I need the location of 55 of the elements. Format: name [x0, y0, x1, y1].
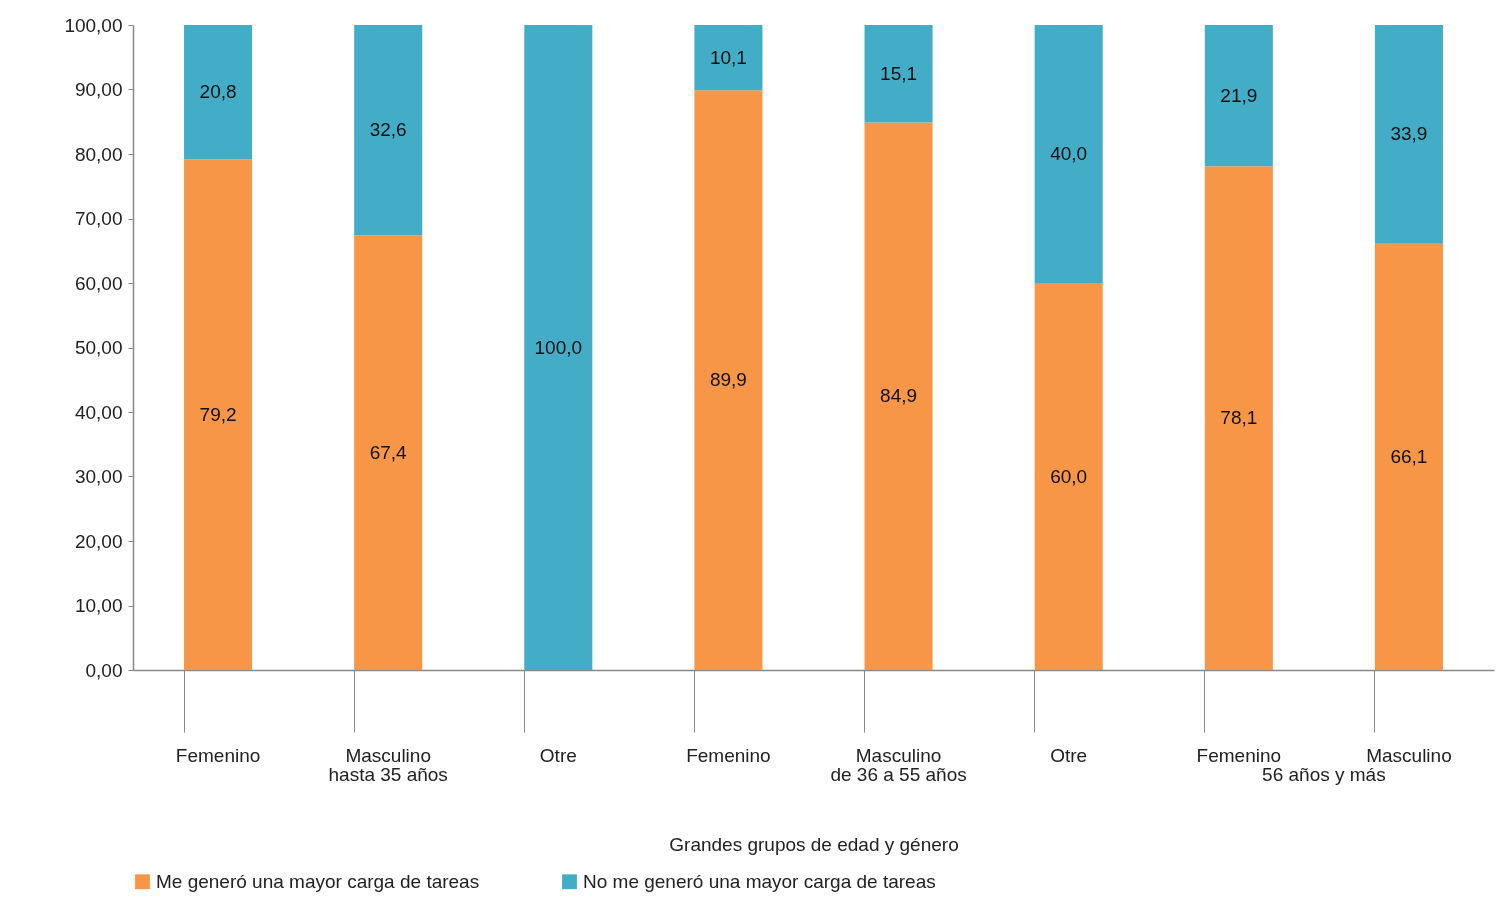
data-label: 40,0 — [1050, 143, 1088, 164]
bar — [184, 159, 253, 670]
bar — [1034, 25, 1103, 283]
y-tick-label: 10,00 — [74, 595, 123, 616]
bar — [1374, 25, 1443, 244]
x-tick-label: Femenino — [175, 744, 261, 766]
y-tick-label: 20,00 — [74, 530, 123, 552]
bar — [864, 122, 933, 670]
data-label: 10,1 — [709, 46, 747, 68]
bar — [354, 25, 423, 236]
bar — [694, 90, 763, 670]
legend-label: No me generó una mayor carga de tareas — [583, 870, 936, 892]
bar — [354, 235, 423, 670]
data-label: 100,0 — [534, 336, 583, 358]
data-label: 89,9 — [709, 369, 747, 391]
legend-label: Me generó una mayor carga de tareas — [156, 870, 480, 892]
data-label: 15,1 — [880, 62, 918, 84]
y-tick-label: 30,00 — [74, 466, 123, 487]
bar — [864, 25, 933, 123]
x-tick-label: Otre — [539, 744, 577, 766]
bar — [1034, 283, 1103, 670]
y-tick-label: 60,00 — [74, 272, 123, 294]
bar — [184, 25, 253, 160]
data-label: 32,6 — [369, 119, 407, 141]
x-tick-label: Masculino — [855, 744, 942, 766]
text: de 36 a 55 años — [830, 764, 967, 785]
x-axis-title: Grandes grupos de edad y género — [669, 833, 959, 855]
y-tick-label: 100,00 — [64, 14, 123, 36]
y-tick-label: 50,00 — [74, 337, 123, 358]
x-tick-label: Femenino — [1196, 744, 1282, 766]
data-label: 84,9 — [880, 385, 918, 407]
text: 56 años y más — [1262, 764, 1386, 785]
data-label: 33,9 — [1390, 123, 1428, 145]
y-tick-label: 90,00 — [74, 79, 123, 100]
data-label: 67,4 — [369, 441, 408, 463]
text: hasta 35 años — [328, 764, 448, 785]
data-label: 79,2 — [199, 403, 237, 425]
data-label: 66,1 — [1390, 445, 1428, 467]
y-tick-label: 80,00 — [74, 143, 123, 165]
bar — [1204, 25, 1273, 167]
bar — [1204, 166, 1273, 670]
data-label: 20,8 — [199, 81, 237, 103]
y-tick-label: 40,00 — [74, 401, 123, 423]
x-tick-label: Masculino — [1366, 744, 1452, 766]
x-tick-label: Femenino — [686, 744, 771, 766]
y-tick-label: 0,00 — [85, 659, 123, 681]
bar — [524, 25, 593, 670]
bar — [1374, 243, 1443, 670]
data-label: 60,0 — [1050, 465, 1088, 487]
bar — [694, 25, 763, 91]
data-label: 21,9 — [1220, 84, 1258, 106]
x-tick-label: Otre — [1050, 744, 1088, 766]
x-tick-label: Masculino — [345, 744, 431, 766]
y-tick-label: 70,00 — [74, 208, 123, 229]
data-label: 78,1 — [1220, 407, 1258, 429]
